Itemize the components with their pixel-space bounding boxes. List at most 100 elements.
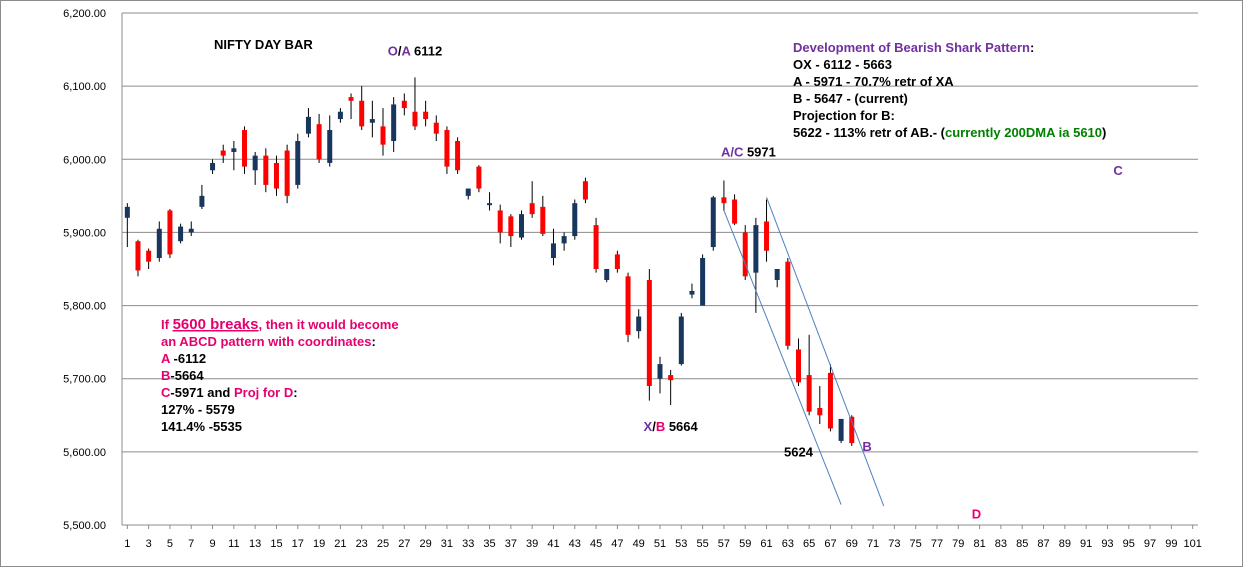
note-part: : xyxy=(293,385,297,400)
candle-body xyxy=(210,162,216,171)
chart-title: NIFTY DAY BAR xyxy=(214,37,313,52)
note-part: A - 5971 - 70.7% retr of XA xyxy=(793,74,954,89)
candle-body xyxy=(550,243,556,259)
candle-body xyxy=(657,364,663,379)
candle-body xyxy=(199,195,205,207)
candle-body xyxy=(465,188,471,196)
candle-body xyxy=(732,199,738,224)
x-tick-label: 95 xyxy=(1123,538,1135,550)
annotation-part: C xyxy=(1113,163,1123,178)
x-tick-label: 3 xyxy=(146,538,152,550)
candle-body xyxy=(487,203,493,206)
note-part: -6112 xyxy=(170,351,206,366)
x-tick-label: 79 xyxy=(952,538,964,550)
note-part: -5664 xyxy=(170,368,204,383)
candle-body xyxy=(348,97,354,101)
note-part: B - 5647 - (current) xyxy=(793,91,908,106)
note-part: Proj for D xyxy=(234,385,293,400)
candle-body xyxy=(327,130,333,163)
x-tick-label: 55 xyxy=(696,538,708,550)
note-part: an ABCD pattern with coordinates xyxy=(161,334,371,349)
note-line: Development of Bearish Shark Pattern: xyxy=(793,40,1034,55)
note-part: 141.4% -5535 xyxy=(161,419,242,434)
x-tick-label: 101 xyxy=(1183,538,1201,550)
x-tick-label: 9 xyxy=(209,538,215,550)
candles xyxy=(124,77,855,447)
candle-body xyxy=(508,216,514,237)
candle-body xyxy=(146,250,152,262)
candle-body xyxy=(220,150,226,156)
x-tick-label: 87 xyxy=(1037,538,1049,550)
candle-body xyxy=(124,206,130,218)
candle-body xyxy=(678,316,684,365)
x-tick-label: 11 xyxy=(228,538,239,550)
x-tick-label: 67 xyxy=(824,538,836,550)
x-tick-label: 63 xyxy=(782,538,794,550)
x-tick-label: 77 xyxy=(931,538,943,550)
note-line: OX - 6112 - 5663 xyxy=(793,57,892,72)
candle-body xyxy=(827,372,833,429)
annotation-part: 5971 xyxy=(743,144,776,159)
x-tick-label: 21 xyxy=(334,538,346,550)
candle-body xyxy=(838,418,844,441)
x-tick-label: 35 xyxy=(483,538,495,550)
note-part: 5622 - 113% retr of AB.- ( xyxy=(793,125,946,140)
annotation-part: A/C xyxy=(721,144,744,159)
x-tick-label: 99 xyxy=(1165,538,1177,550)
channel-line xyxy=(766,197,885,507)
note-part: 5600 breaks xyxy=(173,316,259,333)
x-tick-label: 43 xyxy=(569,538,581,550)
note-part: A xyxy=(161,351,171,366)
candle-body xyxy=(412,111,418,127)
y-axis-labels: 5,500.00 5,600.00 5,700.00 5,800.00 5,900.00… xyxy=(63,8,106,532)
candle-body xyxy=(806,375,812,412)
note-part: : xyxy=(371,334,375,349)
annotation-part: 5664 xyxy=(665,419,698,434)
annotation-ac: A/C 5971 xyxy=(721,144,776,159)
candle-body xyxy=(295,141,301,185)
candle-body xyxy=(636,316,642,332)
candle-body xyxy=(423,111,429,120)
candle-body xyxy=(273,162,279,189)
candle-body xyxy=(316,124,322,160)
annotation-part: / xyxy=(398,43,402,58)
candle-body xyxy=(519,214,525,238)
x-tick-label: 53 xyxy=(675,538,687,550)
candle-body xyxy=(305,116,311,134)
y-tick-label: 5,900.00 xyxy=(63,227,106,239)
candle-body xyxy=(178,226,184,242)
candle-body xyxy=(764,221,770,251)
y-tick-label: 5,800.00 xyxy=(63,301,106,313)
x-tick-label: 13 xyxy=(249,538,261,550)
note-part: ) xyxy=(1102,125,1106,140)
candle-body xyxy=(700,258,706,306)
note-line: If 5600 breaks, then it would become xyxy=(161,316,399,333)
x-tick-label: 97 xyxy=(1144,538,1156,550)
candle-body xyxy=(817,407,823,416)
candle-body xyxy=(401,100,407,109)
annotation-part: D xyxy=(972,506,981,521)
x-tick-label: 75 xyxy=(910,538,922,550)
candle-body xyxy=(753,225,759,273)
y-tick-label: 6,000.00 xyxy=(63,154,106,166)
channel-line xyxy=(723,210,842,505)
candle-body xyxy=(689,290,695,295)
note-line: 5622 - 113% retr of AB.- (currently 200D… xyxy=(793,125,1106,140)
note-part: C xyxy=(161,385,171,400)
candle-body xyxy=(646,279,652,387)
y-tick-label: 5,500.00 xyxy=(63,520,106,532)
grid-lines xyxy=(121,12,1198,529)
note-line: B-5664 xyxy=(161,368,204,383)
candle-body xyxy=(572,203,578,237)
candle-body xyxy=(593,225,599,269)
x-tick-label: 23 xyxy=(356,538,368,550)
candle-body xyxy=(529,203,535,215)
note-line: 141.4% -5535 xyxy=(161,419,242,434)
candle-body xyxy=(721,197,727,204)
x-tick-label: 25 xyxy=(377,538,389,550)
x-tick-label: 85 xyxy=(1016,538,1028,550)
candle-body xyxy=(167,210,173,255)
note-line: an ABCD pattern with coordinates: xyxy=(161,334,376,349)
